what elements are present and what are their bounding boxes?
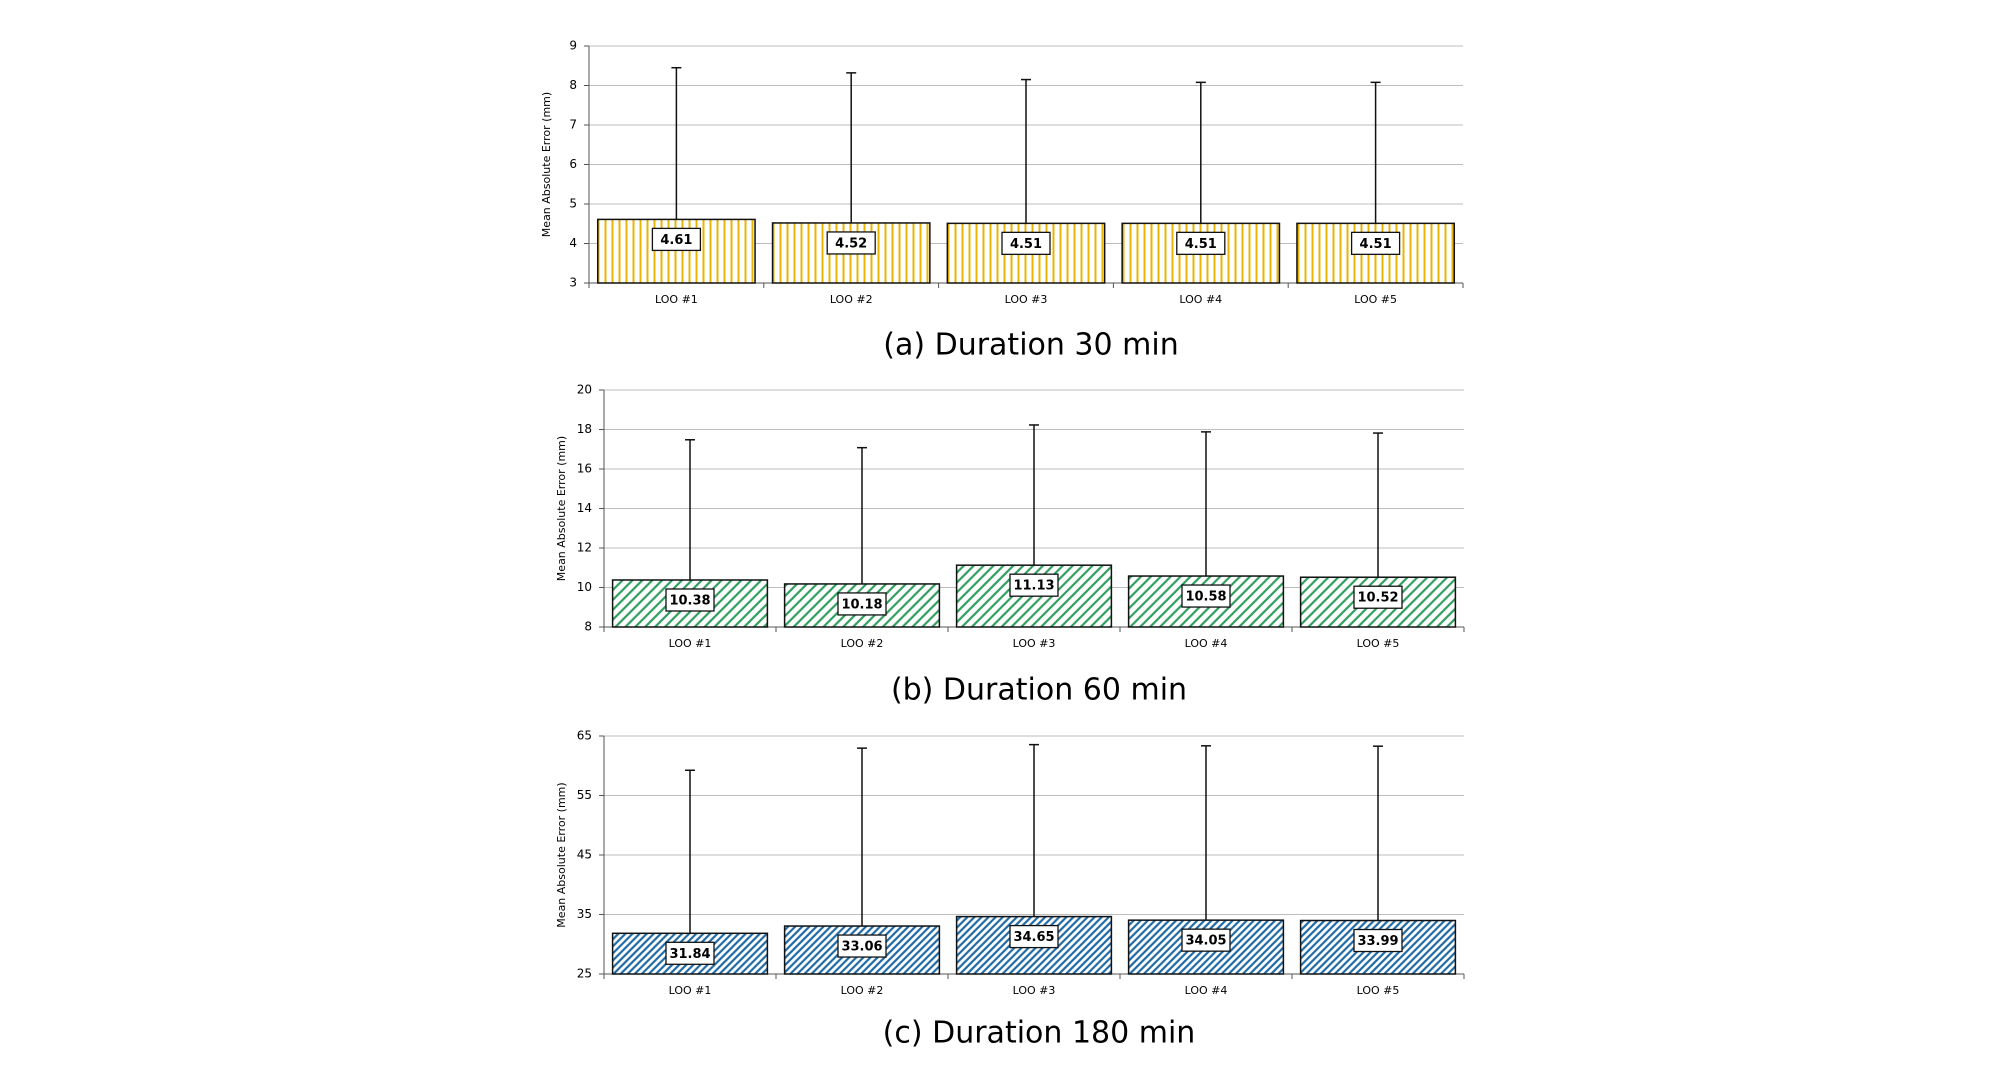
value-label-box bbox=[1353, 585, 1403, 609]
y-tick-label: 4 bbox=[569, 236, 577, 250]
x-tick-label: LOO #3 bbox=[1013, 637, 1056, 650]
x-tick-label: LOO #1 bbox=[655, 293, 698, 306]
y-tick-label: 5 bbox=[569, 197, 577, 211]
value-label: 4.51 bbox=[1185, 237, 1217, 252]
value-label: 11.13 bbox=[1013, 579, 1054, 594]
value-label: 4.61 bbox=[660, 233, 692, 248]
x-tick-label: LOO #3 bbox=[1013, 984, 1056, 997]
error-bar bbox=[1201, 431, 1211, 577]
error-bar bbox=[671, 66, 682, 220]
value-label-box bbox=[1353, 928, 1403, 953]
x-tick-label: LOO #4 bbox=[1185, 637, 1228, 650]
value-label: 10.58 bbox=[1185, 590, 1226, 605]
x-tick-label: LOO #5 bbox=[1357, 637, 1400, 650]
value-label-box bbox=[1001, 231, 1051, 256]
x-tick-label: LOO #1 bbox=[669, 984, 712, 997]
chart: 25 35 45 55 65 Mean Absolute Error (mm) 31.84 L… bbox=[555, 729, 1465, 1051]
error-bar bbox=[1370, 81, 1381, 224]
y-tick-label: 18 bbox=[577, 422, 592, 436]
y-tick-label: 16 bbox=[577, 462, 592, 476]
error-bar bbox=[1195, 81, 1206, 224]
error-bar bbox=[1373, 432, 1383, 578]
value-label-box bbox=[1181, 928, 1231, 952]
value-label: 4.51 bbox=[1360, 237, 1392, 252]
value-label-box bbox=[837, 934, 887, 958]
y-tick-label: 9 bbox=[569, 39, 577, 53]
caption: (b) Duration 60 min bbox=[891, 673, 1187, 708]
x-tick-label: LOO #1 bbox=[669, 637, 712, 650]
value-label-box bbox=[1009, 924, 1059, 949]
value-label-box bbox=[837, 592, 887, 616]
chart: 3 4 5 6 7 8 9 Mean Absolute Error (mm) 4.61 LOO #… bbox=[540, 39, 1464, 363]
error-bar bbox=[1021, 78, 1031, 224]
error-bar bbox=[846, 72, 857, 223]
y-tick-label: 55 bbox=[577, 788, 592, 802]
error-bar bbox=[857, 747, 867, 927]
value-label: 4.52 bbox=[835, 236, 867, 251]
error-bar bbox=[857, 446, 867, 584]
x-tick-label: LOO #5 bbox=[1357, 984, 1400, 997]
value-label-box bbox=[651, 227, 702, 252]
value-label-box bbox=[1009, 573, 1059, 597]
value-label: 33.99 bbox=[1357, 934, 1398, 949]
caption: (a) Duration 30 min bbox=[883, 328, 1178, 363]
error-bar bbox=[1201, 745, 1211, 921]
value-label: 10.52 bbox=[1357, 591, 1398, 606]
x-tick-label: LOO #2 bbox=[830, 293, 873, 306]
y-tick-label: 45 bbox=[577, 848, 592, 862]
y-tick-label: 8 bbox=[569, 78, 577, 92]
x-tick-label: LOO #4 bbox=[1179, 293, 1222, 306]
value-label-box bbox=[1176, 231, 1226, 256]
error-bar bbox=[1029, 743, 1039, 917]
error-bar bbox=[1373, 745, 1383, 921]
y-axis-label: Mean Absolute Error (mm) bbox=[555, 436, 568, 581]
x-tick-label: LOO #2 bbox=[841, 984, 884, 997]
x-tick-label: LOO #2 bbox=[841, 637, 884, 650]
value-label-box bbox=[665, 588, 715, 612]
y-tick-label: 8 bbox=[584, 620, 592, 634]
value-label: 4.51 bbox=[1010, 237, 1042, 252]
value-label-box bbox=[665, 941, 715, 965]
y-tick-label: 35 bbox=[577, 907, 592, 921]
bar bbox=[611, 932, 769, 975]
value-label: 34.05 bbox=[1185, 934, 1226, 949]
y-tick-label: 20 bbox=[577, 383, 592, 397]
y-axis-label: Mean Absolute Error (mm) bbox=[540, 92, 553, 237]
y-tick-label: 25 bbox=[577, 967, 592, 981]
value-label: 33.06 bbox=[841, 940, 882, 955]
x-tick-label: LOO #4 bbox=[1185, 984, 1228, 997]
value-label: 10.38 bbox=[669, 593, 710, 608]
y-tick-label: 10 bbox=[577, 580, 592, 594]
value-label: 31.84 bbox=[669, 947, 710, 962]
value-label-box bbox=[1350, 231, 1401, 256]
x-tick-label: LOO #5 bbox=[1354, 293, 1397, 306]
value-label: 10.18 bbox=[841, 597, 882, 612]
chart: 8 10 12 14 16 18 20 Mean Absolute Error (mm) 10.… bbox=[555, 383, 1465, 708]
y-tick-label: 3 bbox=[569, 276, 577, 290]
y-axis-label: Mean Absolute Error (mm) bbox=[555, 782, 568, 927]
caption: (c) Duration 180 min bbox=[883, 1016, 1196, 1051]
error-bar bbox=[1029, 424, 1039, 566]
error-bar bbox=[685, 439, 695, 580]
value-label: 34.65 bbox=[1013, 930, 1054, 945]
x-tick-label: LOO #3 bbox=[1005, 293, 1048, 306]
error-bar bbox=[685, 769, 695, 934]
value-label-box bbox=[826, 231, 876, 255]
y-tick-label: 12 bbox=[577, 541, 592, 555]
value-label-box bbox=[1181, 584, 1231, 608]
y-tick-label: 65 bbox=[577, 729, 592, 743]
y-tick-label: 7 bbox=[569, 118, 577, 132]
y-tick-label: 6 bbox=[569, 157, 577, 171]
y-tick-label: 14 bbox=[577, 501, 592, 515]
